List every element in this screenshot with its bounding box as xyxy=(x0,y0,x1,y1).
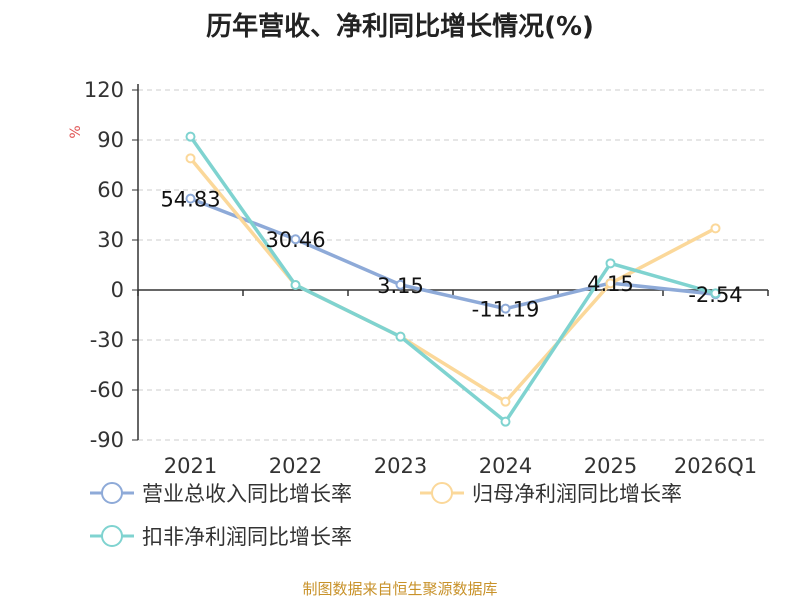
chart-title: 历年营收、净利同比增长情况(%) xyxy=(206,12,594,42)
data-point xyxy=(500,416,511,427)
data-point xyxy=(185,153,196,164)
data-label: -2.54 xyxy=(688,283,742,307)
data-point xyxy=(290,234,301,245)
data-labels: 54.83 30.46 3.15 -11.19 4.15 -2.54 xyxy=(160,188,742,322)
y-tick-label: 0 xyxy=(111,278,124,302)
series-line xyxy=(189,157,717,404)
data-point xyxy=(710,288,721,299)
data-point xyxy=(185,131,196,142)
y-axis-unit-label: % xyxy=(68,125,84,138)
data-label: 30.46 xyxy=(265,228,325,252)
data-point xyxy=(605,258,616,269)
data-point xyxy=(395,279,406,290)
data-label: 3.15 xyxy=(377,274,424,298)
data-label: 54.83 xyxy=(160,188,220,212)
data-point xyxy=(290,280,301,290)
legend-swatch-marker xyxy=(101,482,123,504)
y-tick-label: 60 xyxy=(97,178,124,202)
y-tick-label: -90 xyxy=(90,428,124,452)
y-tick-label: 30 xyxy=(97,228,124,252)
data-point xyxy=(185,193,196,204)
series-line xyxy=(189,135,716,424)
data-point xyxy=(605,278,616,289)
legend-label: 归母净利润同比增长率 xyxy=(472,482,682,506)
legend-label: 扣非净利润同比增长率 xyxy=(142,525,352,549)
y-tick-label: -60 xyxy=(90,378,124,402)
y-tick-label: -30 xyxy=(90,328,124,352)
x-tick-label: 2024 xyxy=(479,454,532,478)
legend-label: 营业总收入同比增长率 xyxy=(142,482,352,506)
series-lines xyxy=(185,131,721,427)
x-tick-label: 2022 xyxy=(269,454,322,478)
x-tick-label: 2026Q1 xyxy=(674,454,757,478)
data-point xyxy=(500,396,511,407)
axes: 120 90 60 30 0 -30 -60 -90% 2021 2022 2023 2024 2025… xyxy=(68,78,769,478)
x-tick-label: 2025 xyxy=(584,454,637,478)
legend-swatch-marker xyxy=(431,482,453,504)
data-point xyxy=(710,223,721,234)
y-tick-label: 120 xyxy=(84,78,124,102)
x-tick-label: 2021 xyxy=(164,454,217,478)
data-label: -11.19 xyxy=(472,298,540,322)
data-point xyxy=(500,303,511,314)
legend-swatch-marker xyxy=(101,525,123,547)
grid-lines xyxy=(138,89,768,441)
data-label: 4.15 xyxy=(587,272,634,296)
y-tick-label: 90 xyxy=(97,128,124,152)
series-line xyxy=(189,196,716,311)
source-note: 制图数据来自恒生聚源数据库 xyxy=(302,580,498,598)
x-tick-label: 2023 xyxy=(374,454,427,478)
data-point xyxy=(395,331,406,342)
